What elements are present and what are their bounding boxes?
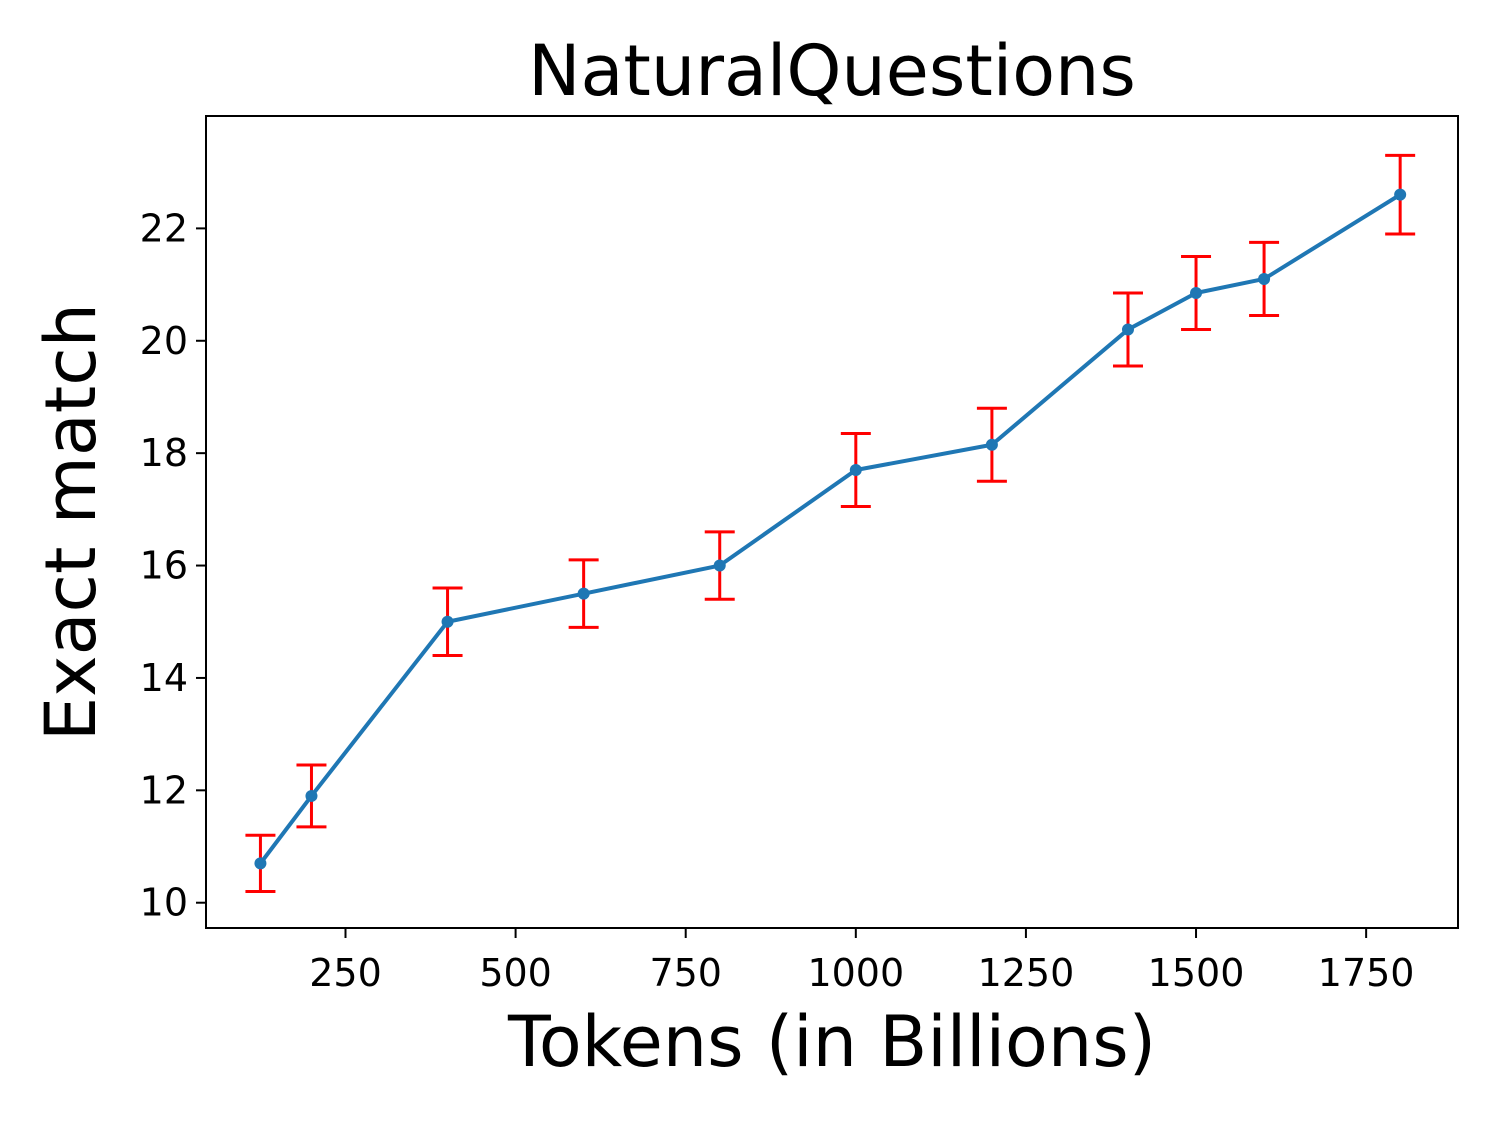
data-point: [1394, 188, 1407, 201]
y-tick-label: 18: [140, 431, 188, 475]
x-tick-label: 1250: [978, 951, 1075, 995]
plot-frame: [205, 115, 1459, 929]
data-point: [254, 857, 267, 870]
data-point: [577, 587, 590, 600]
y-tick-label: 16: [140, 544, 188, 588]
data-point: [713, 559, 726, 572]
data-point: [441, 615, 454, 628]
x-tick-label: 500: [479, 951, 552, 995]
plot-area: 250 500 750 1000 1250 1500 1750 10 12 14 16 18 20 22: [140, 115, 1459, 995]
data-point: [305, 789, 318, 802]
x-tick-label: 250: [309, 951, 382, 995]
chart-title: NaturalQuestions: [528, 30, 1136, 112]
data-point: [1190, 287, 1203, 300]
data-point: [1121, 323, 1134, 336]
y-tick-label: 12: [140, 768, 188, 812]
x-tick-label: 1750: [1318, 951, 1415, 995]
x-tick-label: 1500: [1148, 951, 1245, 995]
y-tick-label: 22: [140, 206, 188, 250]
data-point: [1258, 272, 1271, 285]
y-axis-label: Exact match: [30, 303, 112, 741]
y-tick-label: 10: [140, 881, 188, 925]
data-point: [985, 438, 998, 451]
y-tick-label: 14: [140, 656, 188, 700]
x-tick-label: 750: [649, 951, 722, 995]
x-axis-label: Tokens (in Billions): [507, 1001, 1156, 1083]
y-tick-label: 20: [140, 319, 188, 363]
x-tick-label: 1000: [807, 951, 904, 995]
data-point: [849, 464, 862, 477]
